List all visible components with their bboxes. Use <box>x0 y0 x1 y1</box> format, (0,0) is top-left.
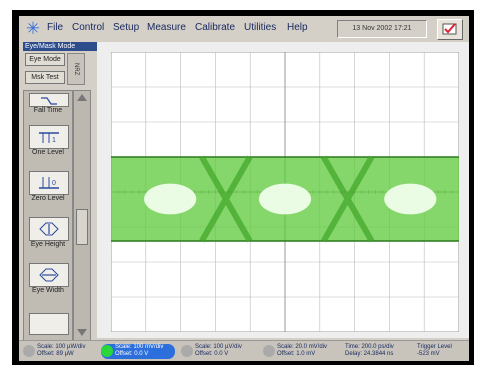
scroll-thumb[interactable] <box>76 209 88 245</box>
zero-level-icon: 0 <box>39 177 59 189</box>
one-level-icon: 1 <box>39 132 59 144</box>
one-level-label: One Level <box>32 149 64 156</box>
channel-3-scale: Scale: 100 µV/div <box>195 344 242 350</box>
menu-file[interactable]: File <box>47 22 64 33</box>
eye-height-icon <box>39 222 59 236</box>
menubar: ✳ File Control Setup Measure Calibrate U… <box>19 16 469 42</box>
trigger-level: -523 mV <box>417 351 440 357</box>
trigger-status[interactable]: Trigger Level -523 mV <box>417 344 452 359</box>
eye-width-button[interactable] <box>29 263 69 287</box>
channel-1-scale: Scale: 100 µW/div <box>37 344 86 350</box>
timebase-status[interactable]: Time: 200.0 ps/div Delay: 24.3844 ns <box>345 344 394 359</box>
channel-2-knob-icon <box>101 345 113 357</box>
eye-crossing <box>321 155 375 243</box>
eye-height-button[interactable] <box>29 217 69 241</box>
channel-1-offset: Offset: 89 µW <box>37 351 74 357</box>
channel-2-status[interactable]: Scale: 100 mV/div Offset: 0.0 V <box>101 344 175 359</box>
eye-crossing <box>199 155 253 243</box>
zero-level-button[interactable]: 0 <box>29 171 69 195</box>
channel-4-scale: Scale: 20.0 mV/div <box>277 344 328 350</box>
timebase-scale: Time: 200.0 ps/div <box>345 344 394 350</box>
menu-measure[interactable]: Measure <box>147 22 186 33</box>
mask-test-button[interactable]: Msk Test <box>25 71 65 84</box>
channel-1-knob-icon <box>23 345 35 357</box>
eye-pattern <box>111 155 459 243</box>
channel-4-offset: Offset: 1.0 mV <box>277 351 316 357</box>
channel-2-scale: Scale: 100 mV/div <box>115 344 164 350</box>
scroll-down-icon[interactable] <box>77 329 87 336</box>
menu-help[interactable]: Help <box>287 22 308 33</box>
channel-2-offset: Offset: 0.0 V <box>115 351 149 357</box>
mode-title: Eye/Mask Mode <box>23 42 99 51</box>
measurement-toolbar: Fall Time 1 One Level 0 Zero Level Eye H… <box>23 90 73 342</box>
eye-opening <box>144 183 197 215</box>
eye-mode-button[interactable]: Eye Mode <box>25 53 65 66</box>
timebase-delay: Delay: 24.3844 ns <box>345 351 394 357</box>
fall-time-label: Fall Time <box>33 107 63 114</box>
more-tool-button[interactable] <box>29 313 69 335</box>
eye-opening <box>258 183 312 215</box>
menu-setup[interactable]: Setup <box>113 22 140 33</box>
channel-3-offset: Offset: 0.0 V <box>195 351 229 357</box>
channel-3-status[interactable]: Scale: 100 µV/div Offset: 0.0 V <box>181 344 255 359</box>
menu-utilities[interactable]: Utilities <box>244 22 277 33</box>
eye-width-label: Eye Width <box>32 287 64 294</box>
checkmark-icon <box>442 23 457 35</box>
status-bar: Scale: 100 µW/div Offset: 89 µW Scale: 10… <box>19 340 469 361</box>
fall-time-icon <box>41 97 57 105</box>
eye-diagram-plot[interactable] <box>111 52 459 332</box>
zero-level-label: Zero Level <box>31 195 65 202</box>
toolbar-scrollbar[interactable] <box>73 90 91 342</box>
nrz-button[interactable]: NRZ <box>67 53 85 85</box>
scroll-up-icon[interactable] <box>77 94 87 101</box>
channel-3-knob-icon <box>181 345 193 357</box>
checkmark-button[interactable] <box>437 19 463 40</box>
svg-text:1: 1 <box>52 137 56 144</box>
menu-control[interactable]: Control <box>72 22 105 33</box>
trigger-title: Trigger Level <box>417 344 452 350</box>
menu-calibrate[interactable]: Calibrate <box>195 22 236 33</box>
svg-text:0: 0 <box>52 180 56 187</box>
eye-height-label: Eye Height <box>30 241 66 248</box>
waveform-display <box>97 42 469 338</box>
one-level-button[interactable]: 1 <box>29 125 69 149</box>
channel-4-status[interactable]: Scale: 20.0 mV/div Offset: 1.0 mV <box>263 344 337 359</box>
eye-width-icon <box>39 268 59 282</box>
datetime-display: 13 Nov 2002 17:21 <box>337 20 427 38</box>
sun-logo-icon[interactable]: ✳ <box>25 19 41 38</box>
channel-1-status[interactable]: Scale: 100 µW/div Offset: 89 µW <box>23 344 93 359</box>
fall-time-button[interactable] <box>29 93 69 107</box>
channel-4-knob-icon <box>263 345 275 357</box>
scope-window: ✳ File Control Setup Measure Calibrate U… <box>19 16 469 361</box>
eye-opening <box>384 183 437 215</box>
